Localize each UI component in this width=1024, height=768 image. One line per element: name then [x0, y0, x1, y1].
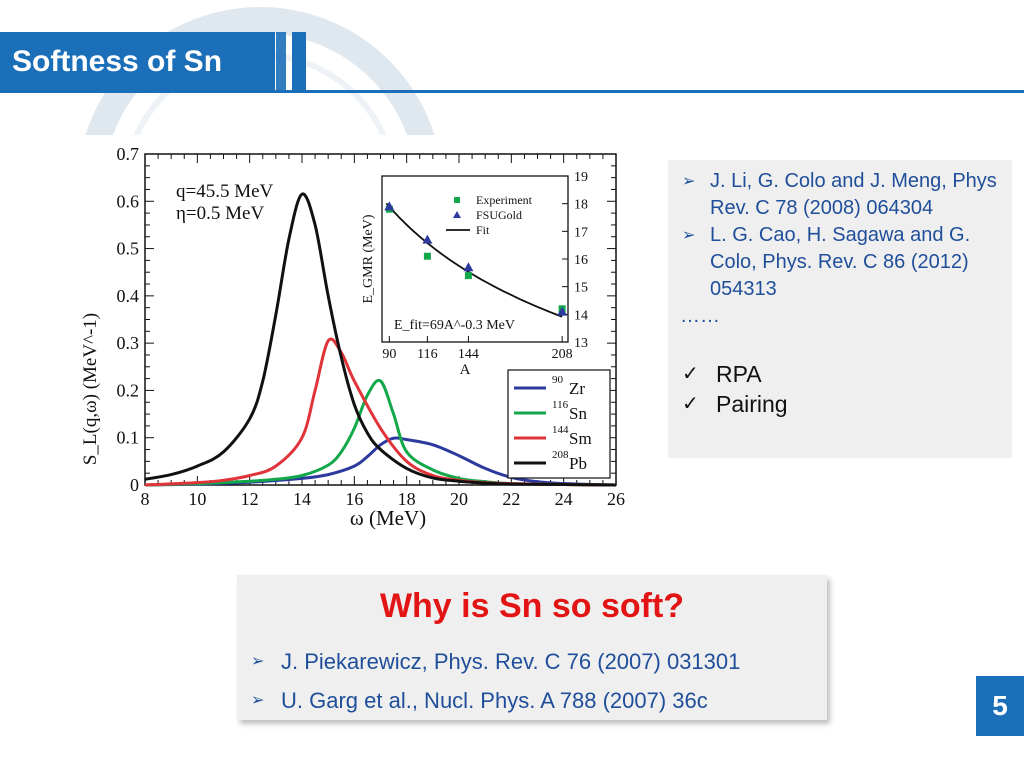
- question-panel: Why is Sn so soft? ➢ J. Piekarewicz, Phy…: [237, 575, 827, 720]
- strength-function-figure: 8 10 12 14 16 18 20 22 24 26 0 0.1 0.2 0.3 0.4 0.5 0.6 0.…: [78, 142, 638, 537]
- inset-x-tick-label: 208: [552, 347, 573, 362]
- title-bar: Softness of Sn: [0, 32, 275, 92]
- reference-text: J. Li, G. Colo and J. Meng, Phys Rev. C …: [710, 170, 997, 219]
- y-tick-label: 0.1: [117, 428, 140, 448]
- inset-y-tick-label: 17: [574, 225, 588, 240]
- y-axis-label: S_L(q,ω) (MeV^-1): [80, 313, 101, 465]
- references-panel: ➢ J. Li, G. Colo and J. Meng, Phys Rev. …: [668, 160, 1012, 458]
- check-label: RPA: [716, 361, 762, 387]
- inset-y-tick-label: 18: [574, 198, 588, 213]
- x-tick-label: 22: [502, 489, 520, 509]
- reference-item: ➢ J. Li, G. Colo and J. Meng, Phys Rev. …: [678, 168, 1002, 222]
- method-checklist: ✓ RPA ✓ Pairing: [678, 359, 1002, 419]
- x-tick-label: 12: [241, 489, 259, 509]
- main-ticks: 8 10 12 14 16 18 20 22 24 26 0 0.1 0.2 0.3 0.4 0.5 0.6 0.…: [117, 144, 626, 509]
- legend-label: Zr: [569, 379, 585, 398]
- legend-mass: 90: [552, 374, 564, 386]
- inset-x-axis-label: A: [460, 362, 471, 378]
- title-accent-bar: [276, 32, 286, 92]
- inset-experiment-point: [464, 272, 472, 280]
- checkmark-icon: ✓: [682, 393, 699, 415]
- inset-y-tick-label: 15: [574, 281, 588, 296]
- inset-legend-swatch: [454, 197, 460, 203]
- inset-y-tick-label: 13: [574, 336, 588, 351]
- series-line-zr: [144, 436, 617, 487]
- reference-ellipsis: ……: [680, 305, 720, 327]
- arrow-bullet-icon: ➢: [682, 227, 696, 244]
- legend-label: Sm: [569, 429, 592, 448]
- check-item: ✓ RPA: [678, 359, 1002, 389]
- legend-mass: 208: [552, 449, 569, 461]
- reference-item: ➢ L. G. Cao, H. Sagawa and G. Colo, Phys…: [678, 222, 1002, 303]
- chart-annotation: q=45.5 MeV: [176, 181, 274, 202]
- page-number: 5: [976, 676, 1024, 736]
- x-tick-label: 26: [607, 489, 625, 509]
- y-tick-label: 0: [130, 475, 139, 495]
- inset-legend-swatch: [453, 211, 461, 218]
- arrow-bullet-icon: ➢: [251, 692, 265, 709]
- inset-x-tick-label: 116: [417, 347, 437, 362]
- inset-y-tick-label: 14: [574, 308, 588, 323]
- inset-legend-label: Fit: [476, 223, 490, 237]
- check-label: Pairing: [716, 391, 788, 417]
- legend-mass: 144: [552, 424, 569, 436]
- y-tick-label: 0.4: [117, 286, 140, 306]
- x-tick-label: 18: [398, 489, 416, 509]
- x-tick-label: 10: [188, 489, 206, 509]
- page-title: Softness of Sn: [12, 45, 223, 78]
- y-tick-label: 0.7: [117, 144, 140, 164]
- inset-fsugold-point: [463, 262, 474, 272]
- y-tick-label: 0.2: [117, 380, 140, 400]
- x-tick-label: 16: [345, 489, 363, 509]
- inset-legend-label: FSUGold: [476, 208, 522, 222]
- inset-plot-area: [381, 175, 569, 343]
- arrow-bullet-icon: ➢: [682, 173, 696, 190]
- inset-experiment-point: [423, 252, 431, 260]
- y-tick-label: 0.6: [117, 191, 140, 211]
- title-accent-bar: [292, 32, 306, 92]
- legend-label: Sn: [569, 404, 587, 423]
- inset-legend-label: Experiment: [476, 193, 533, 207]
- inset-y-tick-label: 19: [574, 170, 588, 185]
- inset-fit-line: [385, 202, 563, 318]
- y-tick-label: 0.3: [117, 333, 140, 353]
- inset-annotation: E_fit=69A^-0.3 MeV: [394, 318, 515, 333]
- legend-mass: 116: [552, 399, 569, 411]
- question-reference: ➢ U. Garg et al., Nucl. Phys. A 788 (200…: [251, 688, 708, 714]
- checkmark-icon: ✓: [682, 363, 699, 385]
- question-title: Why is Sn so soft?: [379, 587, 685, 625]
- inset-y-axis-label: E_GMR (MeV): [361, 214, 376, 303]
- inset-fsugold-point: [384, 201, 395, 211]
- x-tick-label: 24: [555, 489, 573, 509]
- question-reference: ➢ J. Piekarewicz, Phys. Rev. C 76 (2007)…: [251, 649, 740, 675]
- header-divider: [0, 90, 1024, 93]
- inset-fsugold-point: [557, 306, 568, 316]
- check-item: ✓ Pairing: [678, 389, 1002, 419]
- x-tick-label: 8: [141, 489, 150, 509]
- inset-x-tick-label: 90: [382, 347, 396, 362]
- reference-text: J. Piekarewicz, Phys. Rev. C 76 (2007) 0…: [281, 649, 741, 674]
- x-tick-label: 14: [293, 489, 311, 509]
- legend-label: Pb: [569, 454, 587, 473]
- series-line-pb: [144, 192, 617, 487]
- reference-text: L. G. Cao, H. Sagawa and G. Colo, Phys. …: [710, 224, 971, 300]
- inset-x-tick-label: 144: [458, 347, 479, 362]
- reference-text: U. Garg et al., Nucl. Phys. A 788 (2007)…: [281, 688, 708, 713]
- x-axis-label: ω (MeV): [350, 506, 426, 530]
- chart-annotation: η=0.5 MeV: [176, 203, 264, 224]
- y-tick-label: 0.5: [117, 239, 140, 259]
- arrow-bullet-icon: ➢: [251, 653, 265, 670]
- inset-fsugold-point: [422, 234, 433, 244]
- main-chart: 8 10 12 14 16 18 20 22 24 26 0 0.1 0.2 0.3 0.4 0.5 0.6 0.…: [80, 144, 626, 530]
- x-tick-label: 20: [450, 489, 468, 509]
- main-series: [144, 192, 617, 487]
- inset-y-tick-label: 16: [574, 253, 588, 268]
